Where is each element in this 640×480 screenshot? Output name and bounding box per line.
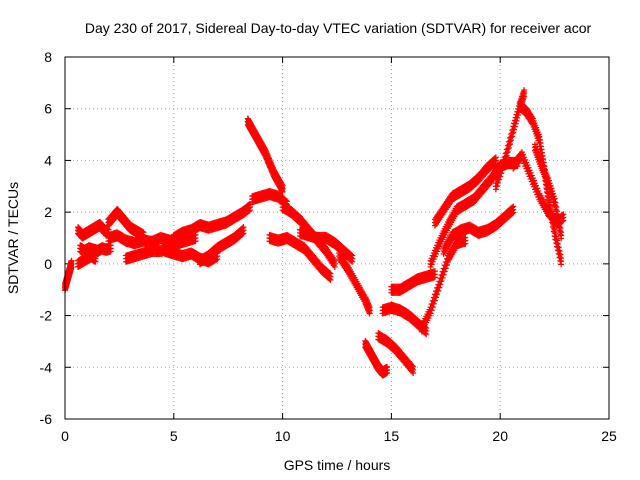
y-tick-labels: -6 -4 -2 0 2 4 6 8 (40, 49, 53, 427)
y-tick-label: -6 (40, 411, 53, 427)
series-arc-d (75, 249, 99, 270)
data-point (331, 257, 338, 264)
series-arc-v (388, 268, 438, 296)
data-point (283, 198, 290, 205)
y-axis-label: SDTVAR / TECUs (5, 182, 21, 294)
series-arc-p (297, 226, 356, 265)
y-tick-label: 2 (44, 204, 52, 220)
series-arc-q (336, 249, 373, 317)
y-tick-label: -2 (40, 308, 53, 324)
x-tick-label: 15 (384, 428, 400, 444)
data-point (92, 252, 99, 259)
series-arc-l (244, 115, 286, 195)
series-arc-j (196, 224, 247, 268)
data-point (327, 270, 334, 277)
data-point (240, 224, 247, 231)
series-arc-t (375, 330, 417, 376)
x-axis-label: GPS time / hours (284, 457, 391, 473)
series-arc-i (170, 216, 230, 245)
x-tick-label: 10 (275, 428, 291, 444)
y-tick-label: 0 (44, 256, 52, 272)
series-arc-b (75, 218, 112, 242)
series-arc-o (279, 200, 338, 270)
data-point (140, 229, 147, 236)
x-tick-labels: 0 5 10 15 20 25 (61, 428, 617, 444)
series-arc-k (223, 200, 253, 229)
x-tick-label: 5 (170, 428, 178, 444)
y-tick-label: 4 (44, 152, 52, 168)
data-points (62, 87, 567, 379)
data-point (326, 269, 333, 276)
data-point (349, 252, 356, 259)
data-point (68, 257, 75, 264)
data-point (282, 197, 289, 204)
x-tick-label: 0 (61, 428, 69, 444)
data-point (366, 304, 373, 311)
y-tick-label: 8 (44, 49, 52, 65)
x-tick-label: 20 (492, 428, 508, 444)
data-point (279, 182, 286, 189)
data-point (384, 363, 391, 370)
series-arc-ac (516, 100, 565, 268)
series-arc-n (266, 231, 334, 283)
y-tick-label: 6 (44, 101, 52, 117)
data-point (348, 251, 355, 258)
series-arc-a (62, 257, 75, 294)
y-tick-label: -4 (40, 359, 53, 375)
series-arc-s (366, 345, 391, 379)
x-tick-label: 25 (601, 428, 617, 444)
chart-title: Day 230 of 2017, Sidereal Day-to-day VTE… (85, 20, 592, 36)
series-arc-y (431, 154, 499, 229)
